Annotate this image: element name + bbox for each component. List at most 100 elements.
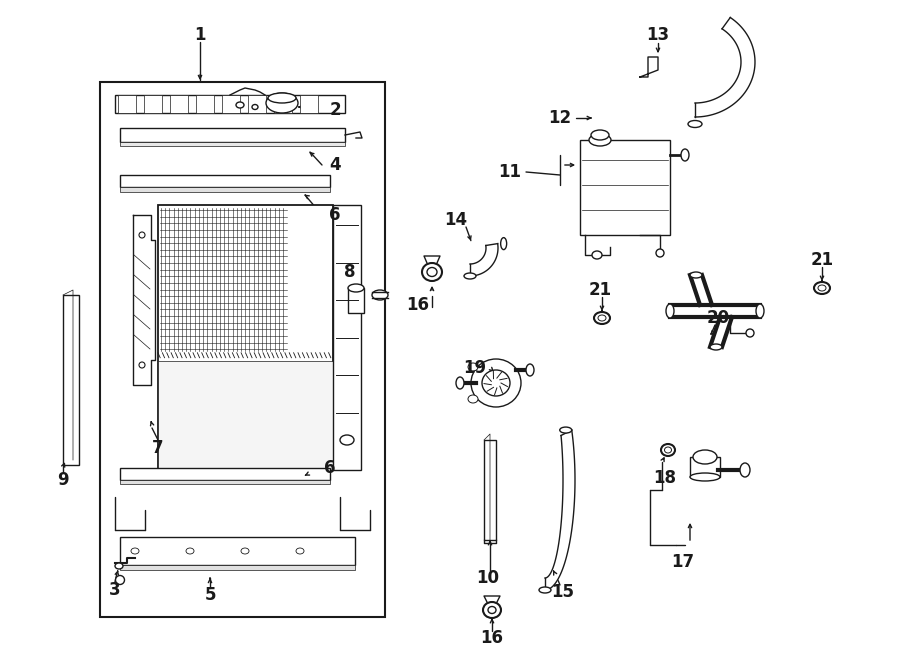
- Text: 17: 17: [671, 553, 695, 571]
- Ellipse shape: [592, 251, 602, 259]
- Ellipse shape: [591, 130, 609, 140]
- Ellipse shape: [422, 263, 442, 281]
- Ellipse shape: [598, 315, 606, 321]
- Text: 5: 5: [204, 586, 216, 604]
- Ellipse shape: [456, 377, 464, 389]
- Ellipse shape: [690, 272, 702, 278]
- Ellipse shape: [340, 435, 354, 445]
- Text: 14: 14: [445, 211, 468, 229]
- Bar: [158, 205, 333, 470]
- Text: 20: 20: [706, 309, 730, 327]
- Ellipse shape: [372, 290, 388, 300]
- Polygon shape: [133, 215, 155, 385]
- Bar: [196, 95, 214, 113]
- Ellipse shape: [589, 134, 611, 146]
- Bar: [144, 95, 162, 113]
- Text: 19: 19: [464, 359, 487, 377]
- Ellipse shape: [539, 587, 551, 593]
- Bar: [118, 95, 136, 113]
- Text: 12: 12: [548, 109, 572, 127]
- Ellipse shape: [266, 93, 298, 113]
- Bar: [120, 175, 330, 187]
- Text: 15: 15: [552, 583, 574, 601]
- Ellipse shape: [427, 268, 437, 276]
- Bar: [120, 480, 330, 484]
- Ellipse shape: [526, 364, 534, 376]
- Ellipse shape: [664, 447, 671, 453]
- Ellipse shape: [746, 329, 754, 337]
- Ellipse shape: [468, 395, 478, 403]
- Text: 11: 11: [499, 163, 521, 181]
- Ellipse shape: [500, 237, 507, 250]
- Bar: [300, 95, 318, 113]
- Text: 13: 13: [646, 26, 670, 44]
- Ellipse shape: [693, 450, 717, 464]
- Text: 21: 21: [589, 281, 612, 299]
- Ellipse shape: [688, 120, 702, 128]
- Ellipse shape: [115, 576, 124, 584]
- Text: 6: 6: [324, 459, 336, 477]
- Bar: [484, 440, 496, 540]
- Text: 4: 4: [329, 156, 341, 174]
- Text: 8: 8: [344, 263, 356, 281]
- Ellipse shape: [348, 284, 364, 292]
- Bar: [120, 565, 355, 570]
- Ellipse shape: [131, 548, 139, 554]
- Ellipse shape: [468, 363, 478, 371]
- Ellipse shape: [488, 607, 496, 613]
- Text: 1: 1: [194, 26, 206, 44]
- Ellipse shape: [471, 359, 521, 407]
- Polygon shape: [640, 57, 658, 77]
- Ellipse shape: [661, 444, 675, 456]
- Ellipse shape: [756, 304, 764, 318]
- Ellipse shape: [666, 304, 674, 318]
- Bar: [170, 95, 188, 113]
- Text: 7: 7: [152, 439, 164, 457]
- Text: 10: 10: [476, 569, 500, 587]
- Ellipse shape: [681, 149, 689, 161]
- Ellipse shape: [656, 249, 664, 257]
- Bar: [120, 537, 355, 565]
- Bar: [63, 295, 79, 465]
- Ellipse shape: [296, 548, 304, 554]
- Polygon shape: [545, 430, 575, 590]
- Ellipse shape: [560, 427, 572, 433]
- Polygon shape: [470, 244, 498, 276]
- Bar: [115, 95, 345, 113]
- Ellipse shape: [818, 285, 826, 291]
- Ellipse shape: [594, 312, 610, 324]
- Bar: [120, 187, 330, 192]
- Bar: [158, 361, 333, 470]
- Ellipse shape: [115, 563, 123, 569]
- Bar: [580, 140, 670, 235]
- Ellipse shape: [139, 232, 145, 238]
- Text: 9: 9: [58, 471, 68, 489]
- Text: 3: 3: [109, 581, 121, 599]
- Bar: [120, 128, 345, 142]
- Text: 21: 21: [810, 251, 833, 269]
- Bar: [690, 457, 720, 477]
- Ellipse shape: [690, 473, 720, 481]
- Bar: [333, 205, 361, 470]
- Text: 6: 6: [329, 206, 341, 224]
- Ellipse shape: [483, 602, 501, 618]
- Text: 16: 16: [481, 629, 503, 647]
- Text: 2: 2: [329, 101, 341, 119]
- Bar: [348, 288, 364, 313]
- Text: 16: 16: [407, 296, 429, 314]
- Bar: [100, 82, 385, 617]
- Ellipse shape: [740, 463, 750, 477]
- Bar: [274, 95, 292, 113]
- Bar: [248, 95, 266, 113]
- Text: 18: 18: [653, 469, 677, 487]
- Bar: [120, 468, 330, 480]
- Bar: [222, 95, 240, 113]
- Bar: [120, 142, 345, 146]
- Ellipse shape: [241, 548, 249, 554]
- Ellipse shape: [464, 273, 476, 279]
- Ellipse shape: [814, 282, 830, 294]
- Ellipse shape: [252, 104, 258, 110]
- Ellipse shape: [710, 344, 722, 350]
- Ellipse shape: [236, 102, 244, 108]
- Ellipse shape: [186, 548, 194, 554]
